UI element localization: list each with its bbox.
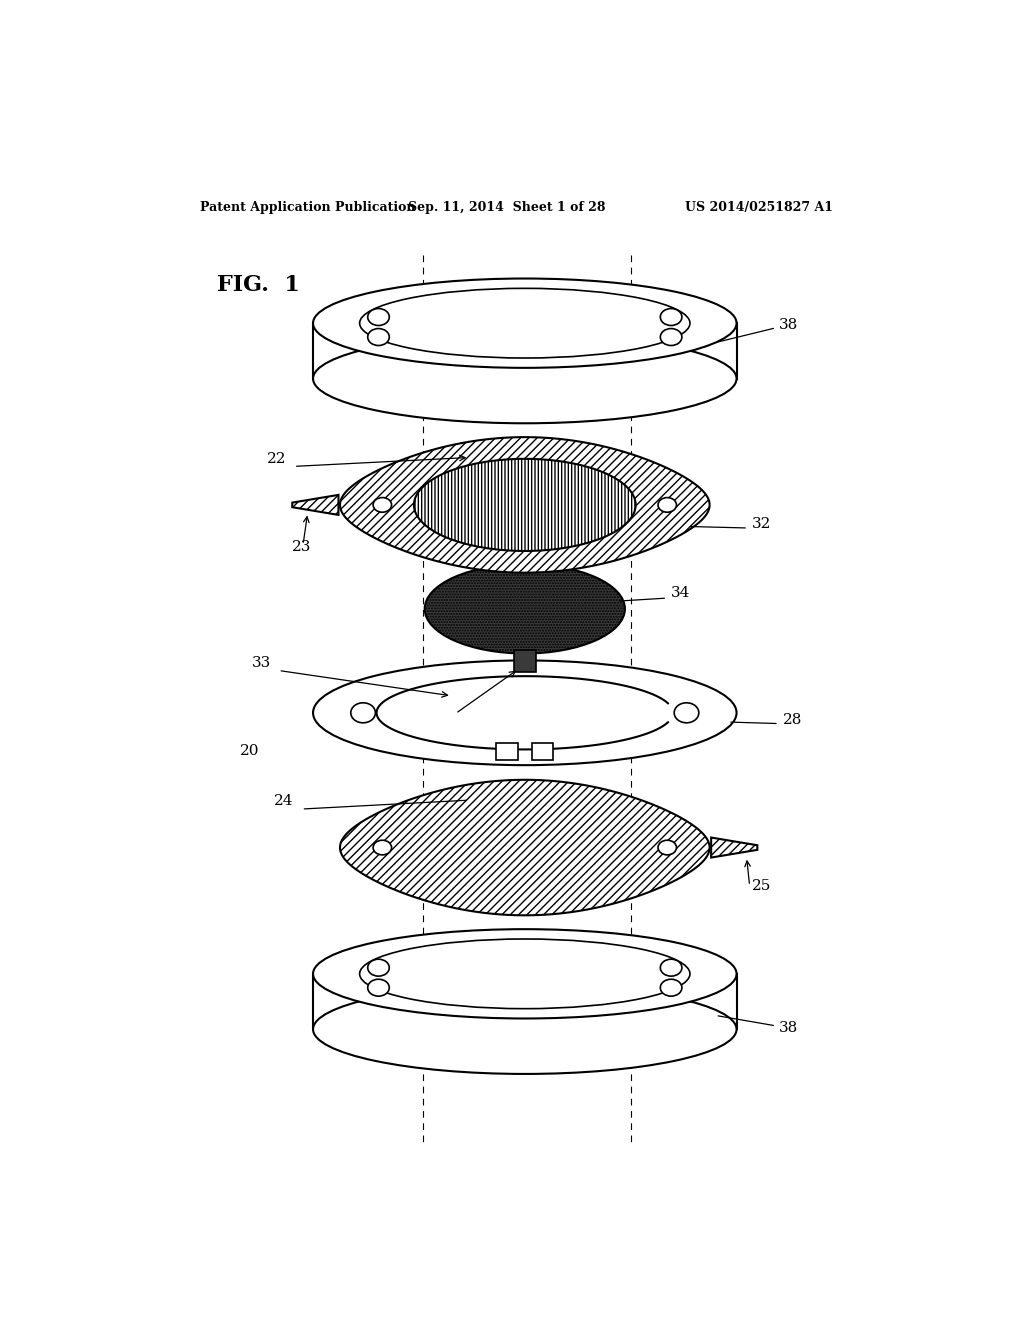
Text: 38: 38 — [718, 1016, 798, 1035]
Polygon shape — [313, 974, 736, 1030]
Text: Sep. 11, 2014  Sheet 1 of 28: Sep. 11, 2014 Sheet 1 of 28 — [408, 201, 605, 214]
Text: 32: 32 — [752, 517, 771, 531]
Text: 20: 20 — [240, 744, 259, 758]
Ellipse shape — [377, 676, 673, 750]
Ellipse shape — [660, 329, 682, 346]
Polygon shape — [313, 323, 736, 379]
Polygon shape — [340, 437, 710, 573]
Text: 28: 28 — [782, 713, 802, 727]
Text: 33: 33 — [252, 656, 270, 669]
Bar — [497, 743, 518, 760]
Bar — [531, 743, 553, 760]
Ellipse shape — [373, 498, 391, 512]
Text: 24: 24 — [274, 795, 294, 808]
Ellipse shape — [313, 929, 736, 1019]
Polygon shape — [711, 837, 758, 858]
Ellipse shape — [359, 939, 690, 1008]
Text: FIG.  1: FIG. 1 — [217, 275, 300, 296]
Ellipse shape — [674, 702, 698, 723]
Bar — [514, 651, 536, 672]
Ellipse shape — [368, 329, 389, 346]
Ellipse shape — [313, 279, 736, 368]
Ellipse shape — [313, 660, 736, 766]
Text: 38: 38 — [718, 318, 798, 342]
Ellipse shape — [658, 841, 677, 855]
Ellipse shape — [359, 288, 690, 358]
Text: 25: 25 — [752, 879, 771, 892]
Text: US 2014/0251827 A1: US 2014/0251827 A1 — [685, 201, 833, 214]
Ellipse shape — [414, 459, 636, 550]
Ellipse shape — [660, 960, 682, 977]
Text: 23: 23 — [292, 540, 311, 554]
Ellipse shape — [368, 309, 389, 326]
Ellipse shape — [368, 979, 389, 997]
Polygon shape — [292, 495, 339, 515]
Ellipse shape — [425, 564, 625, 653]
Ellipse shape — [313, 334, 736, 424]
Ellipse shape — [658, 498, 677, 512]
Ellipse shape — [660, 309, 682, 326]
Ellipse shape — [351, 702, 376, 723]
Text: 34: 34 — [671, 586, 690, 601]
Ellipse shape — [313, 985, 736, 1074]
Ellipse shape — [373, 841, 391, 855]
Ellipse shape — [660, 979, 682, 997]
Text: 22: 22 — [266, 451, 286, 466]
Text: Patent Application Publication: Patent Application Publication — [200, 201, 416, 214]
Ellipse shape — [368, 960, 389, 977]
Polygon shape — [340, 780, 710, 915]
